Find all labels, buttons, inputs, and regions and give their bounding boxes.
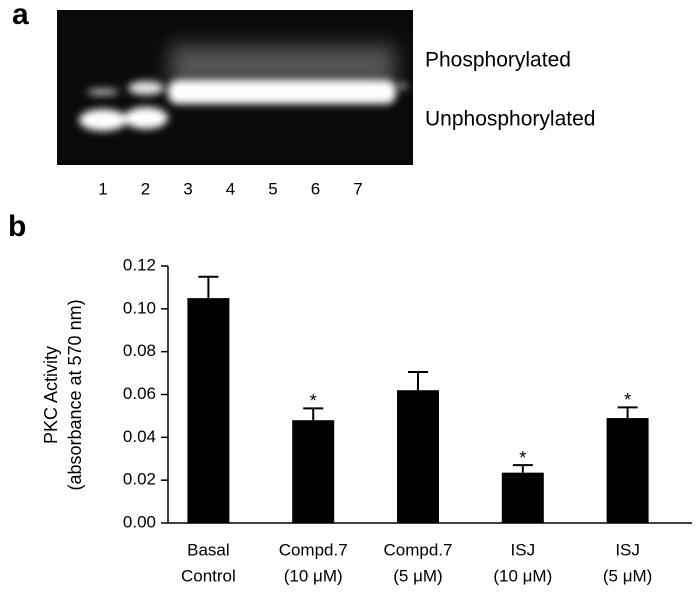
y-tick-label: 0.08 [123,341,156,360]
significance-label: * [519,448,526,468]
x-tick-label: Control [181,566,236,585]
bar [501,472,544,523]
x-tick-label: ISJ [511,540,536,559]
lane-label: 7 [353,179,362,198]
lane-label: 4 [226,179,235,198]
y-tick-label: 0.06 [123,384,156,403]
panel-label: b [8,210,26,243]
y-tick-label: 0.00 [123,512,156,531]
x-tick-label: (10 μM) [493,566,552,585]
bar [187,298,230,523]
error-bar [303,407,324,421]
x-tick-label: Compd.7 [384,540,453,559]
error-bar [617,406,638,419]
lane-label: 1 [98,179,107,198]
bar [606,418,649,523]
x-tick-label: (10 μM) [284,566,343,585]
lane-labels: 1 2 3 4 5 6 7 [98,179,362,198]
error-bar [408,371,428,391]
x-tick-label: Basal [187,540,230,559]
x-tick-label: (5 μM) [603,566,652,585]
y-tick-label: 0.10 [123,298,156,317]
band-label: Unphosphorylated [425,108,595,131]
significance-label: * [310,391,317,411]
y-axis-title: PKC Activity (absorbance at 570 nm) [41,299,85,490]
significance-label: * [624,390,631,410]
lane-label: 6 [311,179,320,198]
y-axis-title-line: PKC Activity [41,346,61,444]
y-tick-label: 0.12 [123,255,156,274]
bar [292,420,335,523]
lane-label: 2 [141,179,150,198]
x-tick-label: Compd.7 [279,540,348,559]
error-bar [198,275,219,299]
x-tick-label: ISJ [615,540,640,559]
band-label: Phosphorylated [425,49,571,72]
error-bar [512,464,533,473]
y-tick-label: 0.04 [123,427,156,446]
lane-label: 3 [183,179,192,198]
panel-label: a [12,0,29,31]
x-tick-label: (5 μM) [393,566,442,585]
gel-image: Phosphorylated Unphosphorylated [57,10,595,165]
y-axis-title-line: (absorbance at 570 nm) [65,299,85,490]
lane-label: 5 [268,179,277,198]
bar [397,390,439,523]
y-tick-label: 0.02 [123,470,156,489]
